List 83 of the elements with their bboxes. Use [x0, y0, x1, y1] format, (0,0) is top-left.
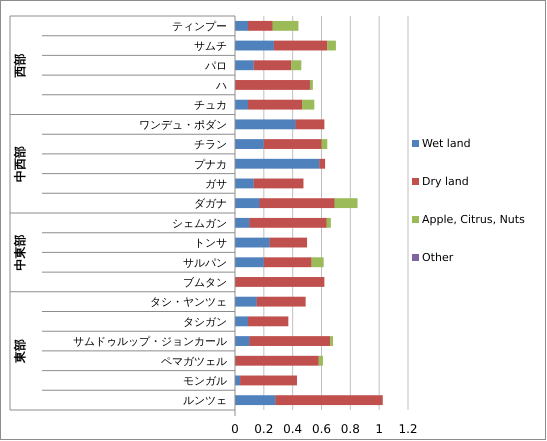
bar [270, 238, 308, 248]
y-tick-label: ティンプー [172, 20, 227, 33]
text: 中西部 [13, 146, 27, 182]
bar [235, 238, 270, 248]
y-tick-label: チラン [194, 138, 227, 152]
y-tick-label: モンガル [183, 374, 227, 388]
bar [235, 158, 320, 169]
bar [248, 20, 272, 31]
bar [249, 336, 330, 346]
y-tick-label: トンサ [194, 236, 227, 250]
bar [235, 178, 254, 188]
bar [235, 119, 296, 130]
text: 西部 [13, 53, 27, 78]
bar [260, 198, 334, 208]
bar [235, 20, 248, 31]
bar [235, 316, 248, 326]
y-tick-label: ワンデュ・ポダン [139, 118, 227, 132]
bar [256, 296, 306, 307]
bar [264, 139, 322, 149]
legend-label: Other [422, 251, 454, 264]
bar [330, 336, 334, 346]
bar [235, 356, 319, 366]
legend-label: Wet land [422, 137, 471, 150]
y-tick-label: ハ [215, 78, 227, 92]
bar [235, 218, 250, 228]
x-tick-label: 0.8 [340, 422, 360, 436]
bar [264, 257, 312, 268]
bar [235, 40, 274, 50]
bar [240, 376, 297, 386]
y-tick-label: プナカ [194, 158, 227, 171]
bar [327, 40, 336, 50]
legend-label: Apple, Citrus, Nuts [422, 213, 526, 226]
y-tick-label: パロ [204, 59, 227, 72]
y-tick-label: チュカ [194, 98, 227, 112]
x-tick-label: 1.2 [398, 422, 418, 436]
x-tick-label: 0.4 [283, 422, 302, 436]
bar [326, 218, 331, 228]
bar [334, 198, 358, 208]
x-tick-label: 1 [375, 422, 383, 436]
y-tick-label: ダガナ [194, 197, 227, 210]
bar [235, 139, 264, 149]
text: 東部 [13, 338, 27, 364]
bar [311, 257, 324, 268]
bar [235, 198, 260, 208]
bar [249, 218, 327, 228]
bar [235, 395, 276, 406]
bar [272, 20, 298, 31]
bar [248, 100, 302, 110]
y-tick-label: ガサ [205, 177, 227, 190]
y-tick-label: ブムタン [183, 276, 227, 289]
bar [235, 257, 264, 268]
y-tick-label: ペマガツェル [161, 354, 227, 368]
bar [302, 100, 314, 110]
legend-label: Dry land [422, 175, 469, 188]
bar [235, 376, 240, 386]
bar [235, 277, 324, 287]
bar [235, 336, 250, 346]
text: 中東部 [13, 234, 27, 270]
bar [310, 80, 313, 90]
bar [235, 60, 254, 70]
bar [235, 296, 257, 307]
bar [254, 60, 292, 70]
bar [235, 80, 310, 90]
bar [318, 356, 323, 366]
bar [235, 100, 248, 110]
bar [319, 158, 326, 169]
x-tick-label: 0.6 [312, 422, 332, 436]
bar [322, 139, 328, 149]
y-tick-label: サルパン [183, 256, 227, 270]
bar [275, 395, 383, 406]
x-tick-label: 0.2 [254, 422, 274, 436]
bar [291, 60, 302, 70]
bar [254, 178, 304, 188]
y-tick-label: サムドゥルップ・ジョンカール [73, 335, 227, 348]
bar [296, 119, 324, 130]
bar [274, 40, 328, 50]
x-tick-label: 0 [231, 422, 239, 436]
y-tick-label: サムチ [194, 40, 227, 53]
y-tick-label: ルンツェ [183, 394, 227, 408]
y-tick-label: シェムガン [172, 216, 227, 230]
y-tick-label: タシ・ヤンツェ [150, 296, 227, 309]
y-tick-label: タシガン [183, 315, 227, 328]
bar [248, 316, 288, 326]
